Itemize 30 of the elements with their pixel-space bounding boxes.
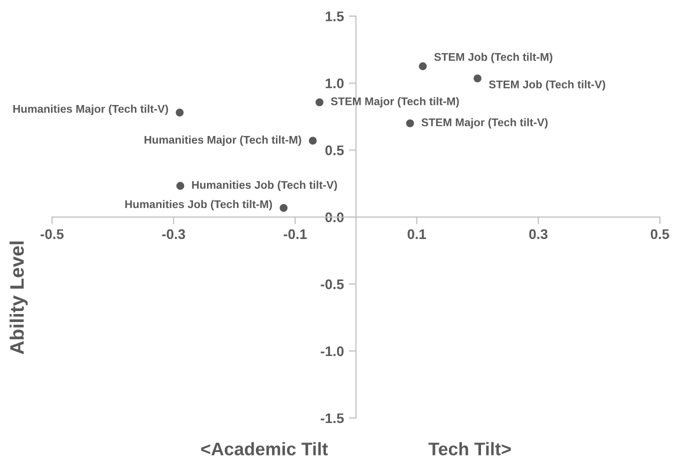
annotation: STEM Major (Tech tilt-V): [421, 118, 548, 128]
annotation: Humanities Major (Tech tilt-M): [144, 136, 302, 146]
annotation: Humanities Major (Tech tilt-V): [13, 104, 168, 115]
point: [308, 136, 317, 145]
y-tick-label: 1.5: [326, 12, 344, 22]
annotation: Humanities Job (Tech tilt-V): [192, 180, 337, 192]
annotation: Humanities Job (Tech tilt-M): [125, 200, 272, 210]
y-tick-label: -1.5: [320, 413, 344, 424]
point: [474, 74, 482, 82]
x-tick-label: -0.3: [162, 229, 186, 240]
y-axis-title: Ability Level: [10, 242, 28, 354]
point: [406, 119, 414, 128]
x-tick-label: 0.5: [650, 229, 670, 240]
x-axis-title: <Academic Tilt Tech Tilt>: [201, 442, 511, 456]
point: [316, 98, 324, 106]
annotation: STEM Job (Tech tilt-M): [434, 52, 552, 64]
y-tick-label: -1.0: [320, 346, 344, 356]
point: [176, 108, 184, 117]
x-tick-label: 0.3: [529, 229, 548, 240]
point: [280, 204, 288, 212]
annotation: STEM Major (Tech tilt-M): [330, 97, 459, 108]
annotation: STEM Job (Tech tilt-V): [488, 80, 606, 91]
y-tick-label: 1.0: [326, 78, 344, 88]
y-tick-label: 0.5: [325, 145, 344, 156]
x-tick-label: -0.1: [284, 229, 307, 240]
point: [176, 182, 184, 190]
y-tick-label: -0.5: [320, 279, 344, 290]
x-tick-label: -0.5: [40, 229, 64, 240]
point: [418, 62, 427, 70]
x-tick-label: 0.1: [408, 229, 426, 240]
